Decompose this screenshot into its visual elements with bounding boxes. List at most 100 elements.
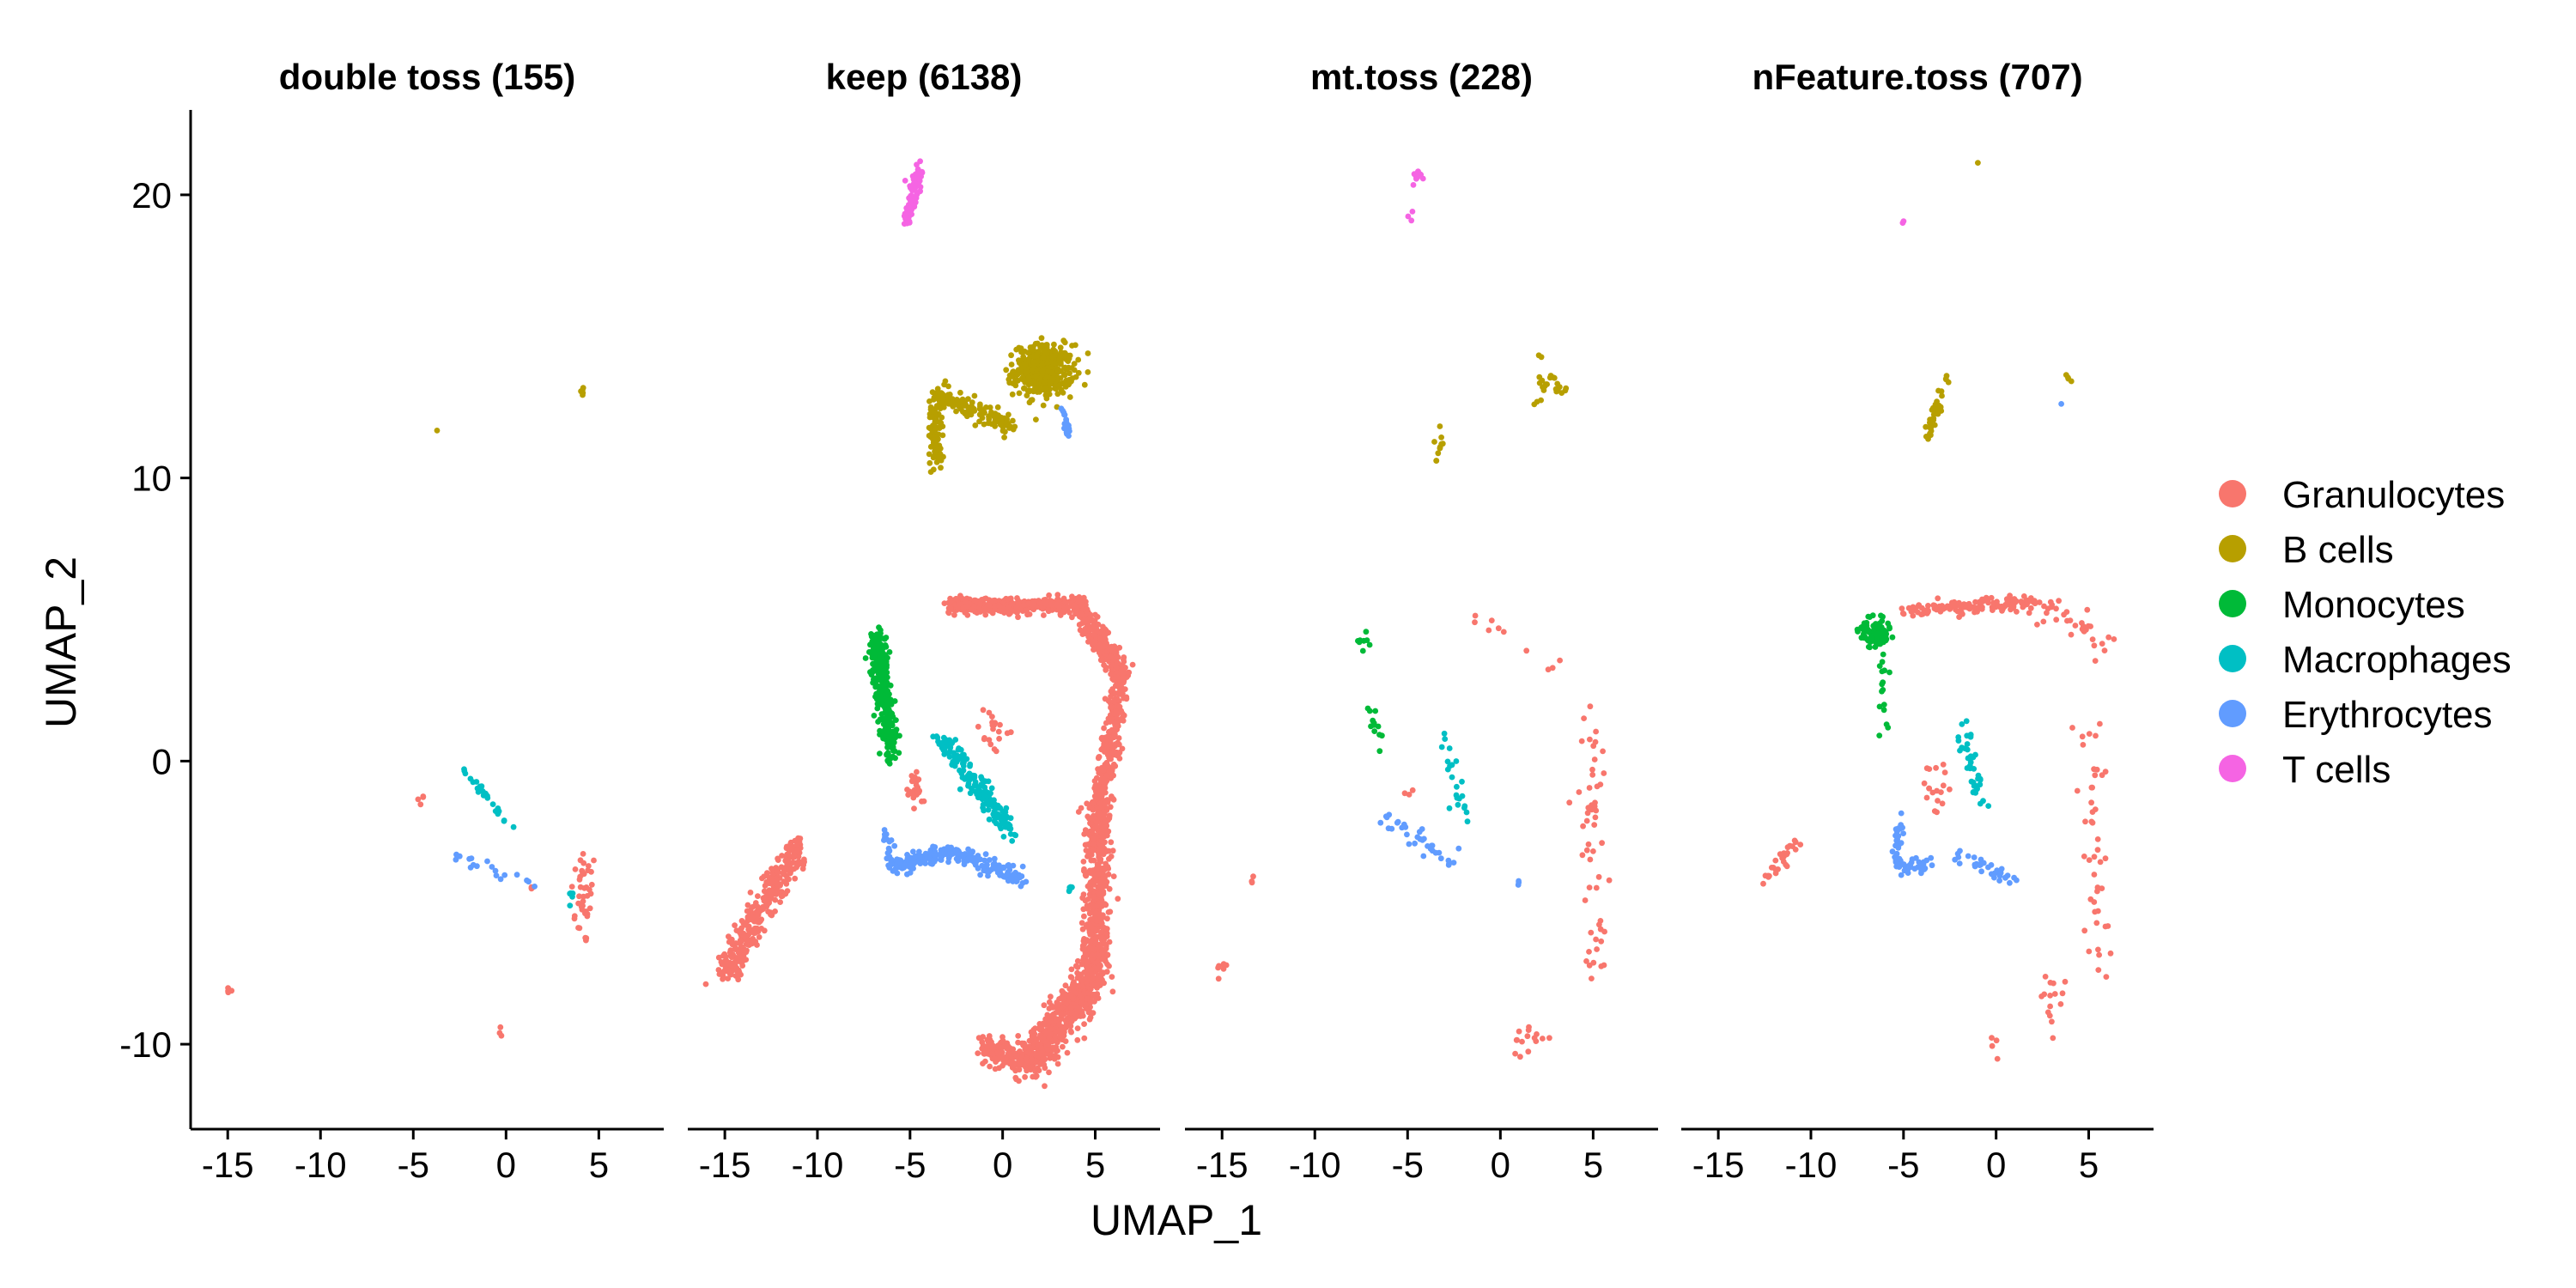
data-point <box>999 808 1005 815</box>
data-point <box>1935 387 1941 394</box>
data-point <box>580 392 586 398</box>
data-point <box>1022 380 1029 386</box>
facet-panel: nFeature.toss (707) <box>1752 57 2117 1062</box>
data-point <box>1081 1035 1088 1042</box>
data-point <box>1074 964 1081 970</box>
data-point <box>910 848 916 855</box>
data-point <box>872 651 878 658</box>
data-point <box>866 649 872 655</box>
data-point <box>484 858 490 865</box>
data-point <box>871 713 878 719</box>
data-point <box>1095 945 1101 951</box>
data-point <box>1088 916 1095 922</box>
data-point <box>1110 698 1117 705</box>
data-point <box>580 386 586 393</box>
data-point <box>1048 993 1054 1000</box>
data-point <box>1516 1028 1522 1035</box>
data-point <box>1042 1038 1048 1044</box>
data-point <box>1094 794 1101 801</box>
data-point <box>991 746 998 752</box>
data-point <box>1587 736 1593 743</box>
data-point <box>986 857 993 863</box>
data-point <box>1054 391 1061 398</box>
x-tick-label: -15 <box>699 1145 751 1185</box>
data-point <box>571 913 578 920</box>
data-point <box>893 717 899 723</box>
data-point <box>495 805 501 811</box>
data-point <box>1049 374 1056 381</box>
data-point <box>981 807 987 814</box>
data-point <box>510 823 517 830</box>
data-point <box>991 855 998 862</box>
data-point <box>1095 828 1102 834</box>
data-point <box>1930 404 1936 411</box>
data-point <box>1102 749 1108 755</box>
data-point <box>736 929 743 935</box>
data-point <box>875 719 881 725</box>
data-point <box>1970 779 1977 786</box>
data-point <box>783 845 790 852</box>
data-point <box>1068 975 1075 981</box>
data-point <box>950 403 957 410</box>
data-point <box>1889 848 1896 855</box>
data-point <box>1442 736 1449 742</box>
data-point <box>2086 731 2093 737</box>
data-point <box>967 761 974 768</box>
data-point <box>1463 809 1470 816</box>
data-point <box>1011 1060 1018 1066</box>
data-point <box>1587 703 1594 710</box>
data-point <box>568 890 574 896</box>
data-point <box>1964 732 1971 739</box>
data-point <box>744 908 750 914</box>
data-point <box>1035 349 1042 355</box>
data-point <box>880 732 887 739</box>
data-point <box>884 757 891 764</box>
data-point <box>1068 365 1075 371</box>
data-point <box>1026 377 1033 384</box>
data-point <box>1012 423 1018 430</box>
data-point <box>2097 720 2103 727</box>
data-point <box>801 856 807 863</box>
data-point <box>1586 962 1593 969</box>
data-point <box>1101 662 1107 668</box>
data-point <box>972 422 979 428</box>
data-point <box>1078 971 1084 978</box>
data-point <box>954 851 961 858</box>
data-point <box>1938 789 1944 795</box>
data-point <box>1582 897 1589 903</box>
data-point <box>1078 977 1084 984</box>
data-point <box>1868 634 1875 641</box>
data-point <box>985 420 992 427</box>
data-point <box>2095 967 2102 973</box>
data-point <box>1409 209 1416 215</box>
data-point <box>1076 594 1083 600</box>
data-point <box>886 865 893 871</box>
data-point <box>884 751 890 757</box>
data-point <box>1591 756 1598 762</box>
data-point <box>964 857 971 864</box>
data-point <box>1453 792 1460 799</box>
data-point <box>904 220 910 227</box>
data-point <box>915 789 922 796</box>
data-point <box>999 1049 1005 1056</box>
data-point <box>1513 1036 1520 1043</box>
data-point <box>2041 603 2047 610</box>
data-point <box>1459 778 1465 785</box>
data-point <box>999 598 1006 605</box>
data-point <box>975 723 981 730</box>
data-point <box>1016 1066 1023 1073</box>
data-point <box>911 805 917 811</box>
data-point <box>1061 365 1067 371</box>
data-point <box>754 904 761 910</box>
data-point <box>1054 1002 1060 1008</box>
data-point <box>1055 596 1061 603</box>
data-point <box>996 603 1003 610</box>
x-axis-title: UMAP_1 <box>1091 1196 1262 1244</box>
data-point <box>524 877 530 884</box>
data-point <box>1525 1048 1532 1055</box>
facet-points <box>1760 160 2117 1062</box>
data-point <box>1093 637 1099 644</box>
legend-label: Erythrocytes <box>2282 694 2493 736</box>
data-point <box>1867 644 1873 651</box>
data-point <box>930 466 937 473</box>
